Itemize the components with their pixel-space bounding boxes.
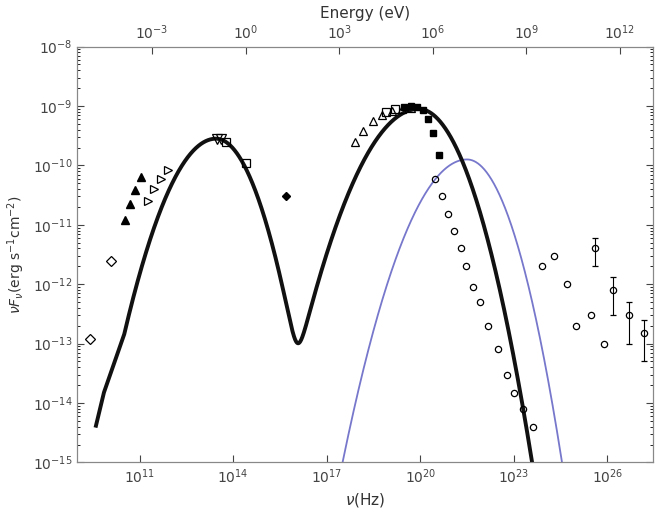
Y-axis label: $\nu F_{\nu}$(erg s$^{-1}$cm$^{-2}$): $\nu F_{\nu}$(erg s$^{-1}$cm$^{-2}$) bbox=[5, 195, 27, 314]
X-axis label: Energy (eV): Energy (eV) bbox=[320, 6, 411, 21]
X-axis label: $\nu$(Hz): $\nu$(Hz) bbox=[345, 491, 386, 509]
